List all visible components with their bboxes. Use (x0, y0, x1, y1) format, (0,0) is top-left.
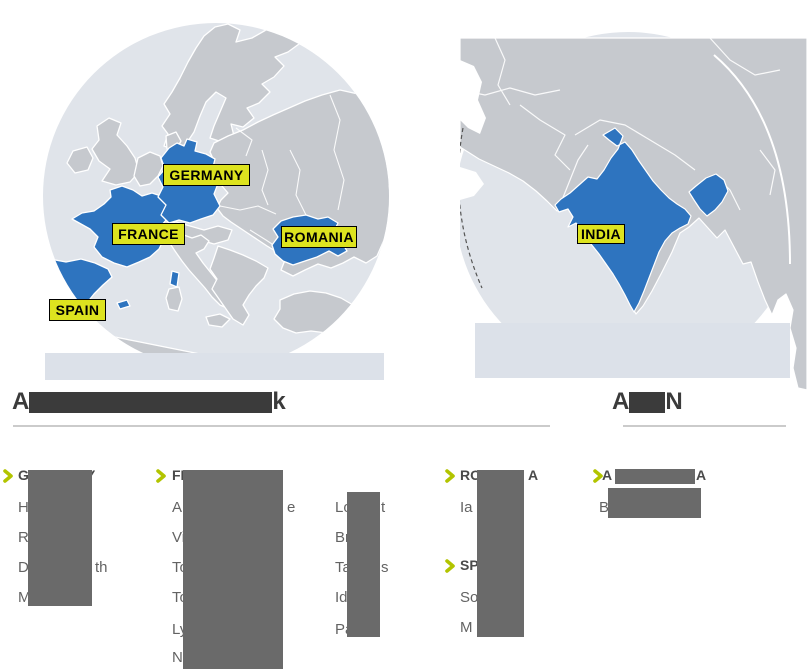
caspian-sea-shape (460, 60, 486, 134)
city-fragment: M (460, 619, 473, 636)
city-fragment: Ta (335, 559, 351, 576)
city-fragment: D (18, 559, 29, 576)
city-fragment: R (18, 529, 29, 546)
city-fragment: Vi (172, 529, 186, 546)
country-header-asia-start: A (602, 467, 613, 483)
corsica-shape (169, 270, 180, 288)
country-header-spain-start: SP (460, 557, 479, 573)
globe-edge-arc (713, 54, 791, 265)
india-shape (554, 127, 692, 313)
europe-map (11, 23, 389, 369)
redaction-box (28, 470, 92, 606)
map-redaction-bar-left (45, 353, 384, 380)
balearics-shape (116, 299, 131, 310)
ireland-shape (66, 146, 94, 174)
chevron-bullet-icon (445, 469, 455, 483)
city-fragment: e (287, 499, 296, 516)
city-fragment: Br (335, 529, 350, 546)
map-label-france: FRANCE (112, 223, 185, 245)
border-line (261, 149, 269, 206)
border-line (559, 144, 589, 206)
city-fragment: B (599, 499, 610, 516)
divider-left (13, 425, 550, 427)
border-line (219, 205, 277, 215)
city-fragment: Ia (460, 499, 473, 516)
city-fragment: Id (335, 589, 348, 606)
country-header-romania-end: A (528, 467, 539, 483)
benelux-shape (133, 151, 164, 187)
sardinia-shape (165, 286, 183, 312)
border-line (494, 37, 511, 106)
heading-right-end: N (665, 388, 683, 415)
city-fragment: t (381, 499, 386, 516)
heading-right-start: A (612, 388, 630, 415)
divider-right (623, 425, 786, 427)
redaction-box (477, 470, 524, 637)
india-northeast-shape (688, 173, 729, 217)
redaction-box (183, 470, 283, 669)
sicily-shape (205, 313, 231, 328)
city-fragment: H (18, 499, 29, 516)
border-line (289, 149, 307, 216)
country-header-asia-end: A (696, 467, 707, 483)
border-line (329, 94, 345, 211)
country-header-germany-start: G (18, 467, 29, 483)
border-line (519, 104, 571, 171)
uk-shape (91, 117, 140, 186)
chevron-bullet-icon (445, 559, 455, 573)
coast-white-shape (460, 167, 484, 200)
redaction-box (608, 488, 701, 518)
map-label-germany: GERMANY (163, 164, 250, 186)
map-label-india: INDIA (577, 224, 625, 244)
balkans-shape (209, 245, 269, 326)
city-fragment: s (381, 559, 389, 576)
city-fragment: Ai (172, 499, 186, 516)
heading-redaction-box (629, 391, 666, 413)
border-line (574, 119, 696, 171)
border-line (759, 149, 776, 196)
border-line (709, 37, 781, 76)
chevron-bullet-icon (156, 469, 166, 483)
map-label-romania: ROMANIA (281, 226, 357, 248)
city-fragment: So (460, 589, 479, 606)
map-label-spain: SPAIN (49, 299, 106, 321)
redaction-box (347, 492, 380, 637)
city-fragment: th (95, 559, 108, 576)
portugal-shape (11, 277, 31, 338)
chevron-bullet-icon (593, 469, 603, 483)
chevron-bullet-icon (3, 469, 13, 483)
country-header-romania-start: RO (460, 467, 481, 483)
border-line (235, 127, 253, 157)
heading-redaction-box (29, 391, 273, 413)
map-redaction-bar-right (475, 323, 790, 378)
city-fragment: M (18, 589, 31, 606)
asia-map (460, 32, 807, 391)
heading-left-end: k (272, 388, 286, 415)
redaction-box (615, 469, 695, 484)
heading-left-start: A (12, 388, 30, 415)
